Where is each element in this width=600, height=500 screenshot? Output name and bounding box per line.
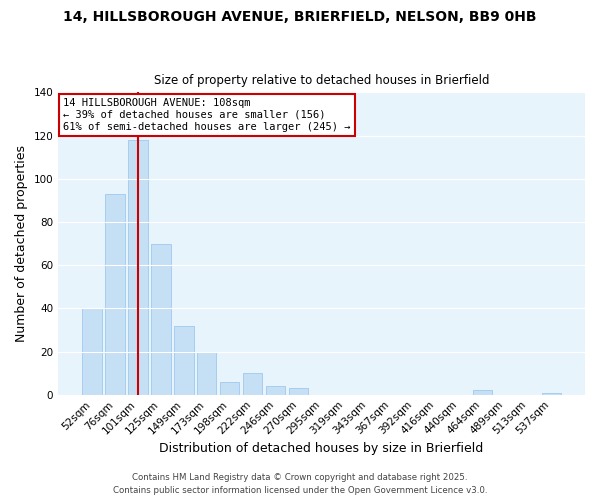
Bar <box>266 386 286 394</box>
Bar <box>105 194 125 394</box>
Text: 14, HILLSBOROUGH AVENUE, BRIERFIELD, NELSON, BB9 0HB: 14, HILLSBOROUGH AVENUE, BRIERFIELD, NEL… <box>63 10 537 24</box>
Bar <box>289 388 308 394</box>
Bar <box>243 373 262 394</box>
Title: Size of property relative to detached houses in Brierfield: Size of property relative to detached ho… <box>154 74 490 87</box>
Y-axis label: Number of detached properties: Number of detached properties <box>15 145 28 342</box>
Text: Contains HM Land Registry data © Crown copyright and database right 2025.
Contai: Contains HM Land Registry data © Crown c… <box>113 474 487 495</box>
Bar <box>82 308 101 394</box>
Bar <box>197 352 217 395</box>
Bar <box>128 140 148 394</box>
Bar <box>174 326 194 394</box>
Bar <box>542 392 561 394</box>
Bar <box>473 390 492 394</box>
X-axis label: Distribution of detached houses by size in Brierfield: Distribution of detached houses by size … <box>160 442 484 455</box>
Text: 14 HILLSBOROUGH AVENUE: 108sqm
← 39% of detached houses are smaller (156)
61% of: 14 HILLSBOROUGH AVENUE: 108sqm ← 39% of … <box>64 98 351 132</box>
Bar <box>220 382 239 394</box>
Bar <box>151 244 170 394</box>
